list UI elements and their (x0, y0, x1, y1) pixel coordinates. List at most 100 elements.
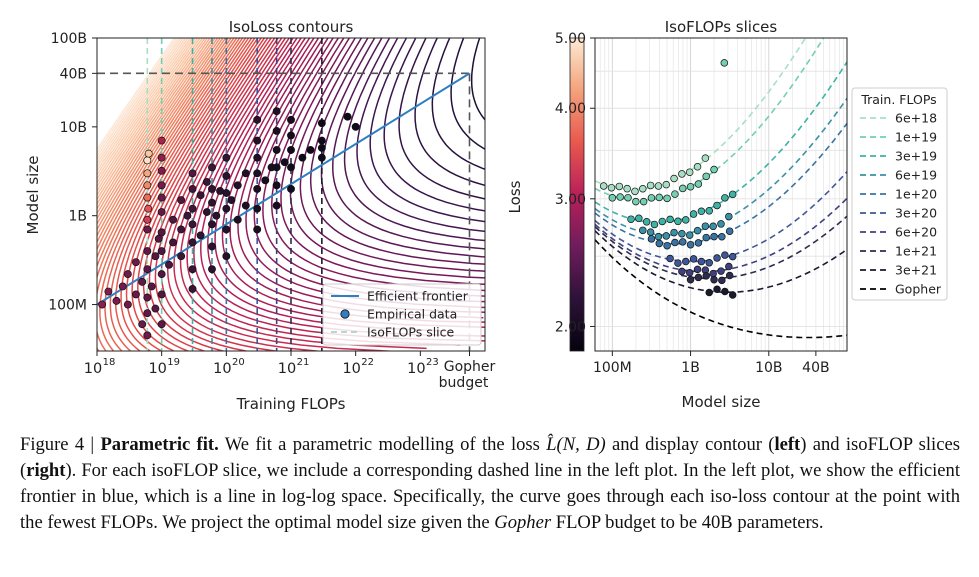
empirical-data-point (208, 184, 216, 193)
isoflop-data-point (728, 252, 737, 261)
empirical-data-point (112, 296, 121, 305)
empirical-data-point (253, 169, 262, 178)
legend-empirical-swatch (340, 309, 350, 319)
right-legend: Train. FLOPs 6e+18 1e+19 3e+19 6e+19 1e+20 3e… (851, 87, 948, 301)
legend-isoflop-label: IsoFLOPs slice (367, 325, 455, 340)
right-legend-box (851, 87, 948, 301)
empirical-data-point (157, 320, 166, 329)
iso-loss-contour (253, 38, 485, 303)
isoflop-data-point (662, 232, 670, 240)
isoflop-data-point (624, 193, 632, 202)
empirical-data-point (157, 136, 166, 145)
empirical-data-point (272, 181, 281, 190)
isoflop-data-point (631, 187, 639, 196)
isoflop-data-point (694, 273, 703, 282)
isoflop-data-point (682, 257, 690, 266)
isoflop-data-point (713, 254, 721, 262)
iso-loss-contour (104, 38, 247, 351)
iso-loss-contour (289, 38, 485, 279)
iso-loss-contour (179, 38, 427, 350)
left-axes: 10 18 10 19 10 20 10 21 10 22 10 23 Gopherbudget100M… (48, 31, 495, 391)
gopher-tick-label: budget (439, 375, 489, 391)
empirical-data-point (104, 287, 113, 296)
efficient-frontier-line (97, 72, 471, 306)
empirical-data-point (272, 107, 281, 116)
empirical-data-point (157, 290, 166, 299)
empirical-data-point (253, 153, 262, 162)
empirical-data-point (131, 258, 140, 267)
iso-loss-contour (414, 38, 485, 187)
iso-loss-contour (99, 38, 244, 351)
iso-loss-contour (207, 38, 453, 333)
iso-loss-contour (97, 38, 230, 252)
x-tick-label: 10 (278, 361, 296, 377)
empirical-data-point (253, 204, 262, 213)
isoflop-data-point (693, 226, 702, 235)
empirical-data-point (131, 290, 140, 299)
iso-loss-contour (97, 38, 224, 238)
empirical-data-point (123, 300, 132, 309)
iso-loss-contour (97, 38, 176, 151)
isoflop-data-point (599, 182, 608, 190)
isoflop-data-point (671, 238, 679, 247)
empirical-data-point (118, 282, 127, 291)
empirical-data-point (151, 252, 160, 261)
right-axes: 100M 1B 10B 40B 2.00 3.00 4.00 5.00 (555, 31, 848, 376)
empirical-data-point (202, 177, 211, 186)
x-tick-label: 40B (802, 360, 829, 376)
empirical-data-point (287, 184, 295, 193)
isoflop-curve-6e+19 (595, 97, 847, 236)
empirical-data-point (196, 191, 205, 200)
empirical-data-point (188, 220, 197, 229)
iso-loss-contour (97, 38, 222, 232)
isoflop-data-point (697, 257, 706, 266)
iso-loss-contour (97, 38, 197, 184)
right-legend-label: 6e+19 (895, 168, 937, 183)
isoflop-data-point (718, 276, 726, 285)
empirical-data-point (138, 320, 147, 329)
empirical-data-point (151, 304, 160, 313)
isoflop-data-point (725, 271, 734, 280)
isoflop-data-point (670, 228, 678, 237)
empirical-data-point (317, 136, 326, 145)
iso-loss-contour (332, 38, 485, 250)
iso-loss-contour (97, 38, 194, 180)
empirical-data-point (287, 163, 295, 172)
empirical-data-point (157, 166, 166, 175)
empirical-data-point (212, 211, 221, 220)
right-chart: IsoFLOPs slices 100M 1B 10B 40B 2.00 3.00 4.00… (506, 18, 948, 411)
isoflop-data-point (655, 239, 664, 248)
isoflop-data-point (642, 218, 651, 226)
iso-loss-contour (97, 38, 241, 351)
right-legend-label: 1e+20 (895, 187, 937, 202)
iso-loss-contour (97, 38, 183, 162)
x-tick-label: 10 (407, 361, 425, 377)
caption-formula: L̂(N, D) (546, 434, 606, 455)
caption-title: Parametric fit. (100, 434, 219, 455)
iso-loss-contour (97, 38, 192, 177)
iso-loss-contour (262, 38, 485, 297)
empirical-data-point (143, 265, 152, 274)
y-tick-label: 5.00 (555, 31, 586, 47)
empirical-data-point (143, 247, 152, 256)
isoflop-data-point (685, 231, 694, 239)
left-ylabel: Model size (24, 156, 42, 235)
empirical-data-point (143, 225, 152, 234)
empirical-data-point (222, 172, 231, 180)
empirical-data-point (188, 204, 197, 213)
empirical-data-point (169, 238, 178, 247)
right-legend-label: 6e+18 (895, 111, 937, 126)
isoflop-curve-3e+19 (595, 61, 847, 224)
isoflop-data-point (655, 193, 664, 202)
right-legend-label: 3e+19 (895, 149, 937, 164)
isoflop-data-point (721, 287, 729, 296)
empirical-data-point (222, 153, 231, 162)
isoflop-data-point (615, 182, 624, 191)
empirical-data-point (143, 181, 152, 190)
iso-loss-contour (356, 38, 485, 233)
x-tick-label: 10 (148, 361, 166, 377)
isoflop-data-point (650, 220, 659, 229)
right-legend-title: Train. FLOPs (860, 92, 936, 107)
empirical-data-point (202, 208, 211, 216)
empirical-data-point (208, 163, 216, 172)
